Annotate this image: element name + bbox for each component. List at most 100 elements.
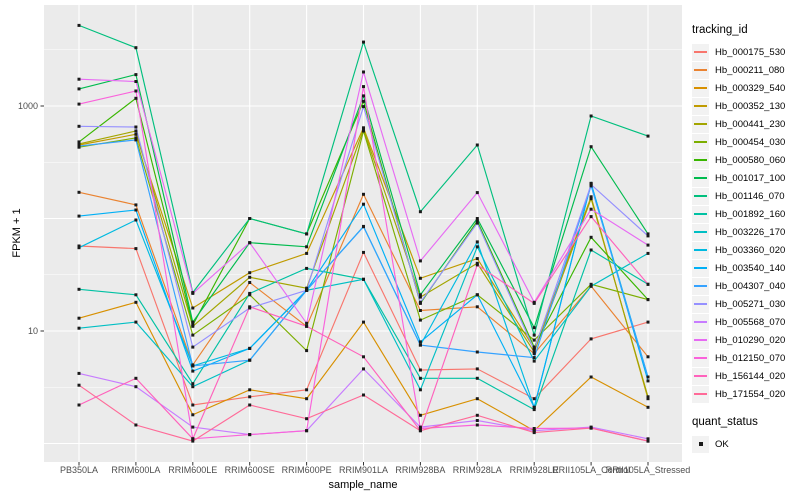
data-point <box>134 423 138 427</box>
data-point <box>532 405 536 409</box>
legend-label: Hb_000454_030 <box>715 136 786 148</box>
data-point <box>475 423 479 427</box>
data-point <box>418 427 422 430</box>
data-point <box>589 284 593 288</box>
legend-line-sample <box>694 393 707 395</box>
legend-line-sample <box>694 87 707 89</box>
data-point <box>191 425 195 429</box>
data-point <box>646 379 650 383</box>
data-point <box>134 80 138 83</box>
data-point <box>589 337 593 341</box>
data-point <box>191 439 195 443</box>
legend-entry: Hb_003540_140 <box>692 259 800 277</box>
data-point <box>646 282 650 286</box>
data-point <box>475 221 479 225</box>
data-point <box>134 132 138 136</box>
data-point <box>191 333 195 337</box>
data-point <box>362 129 365 133</box>
data-point <box>248 433 252 437</box>
data-point <box>134 247 138 251</box>
data-point <box>191 364 195 368</box>
data-point <box>305 232 309 236</box>
data-point <box>475 419 479 422</box>
legend-items: Hb_000175_530 Hb_000211_080 Hb_000329_540 H… <box>692 43 800 403</box>
data-point <box>589 114 593 118</box>
legend-label: Hb_012150_070 <box>715 352 786 364</box>
data-point <box>418 259 422 263</box>
quant-status-label: OK <box>715 438 729 450</box>
legend-key-swatch <box>692 313 709 331</box>
quant-status-items: OK <box>692 435 800 453</box>
legend-label: Hb_001017_100 <box>715 172 786 184</box>
data-point <box>134 138 138 142</box>
legend-line-sample <box>694 375 707 377</box>
legend-title: tracking_id <box>692 24 748 36</box>
data-point <box>418 343 422 347</box>
legend-key-swatch <box>692 169 709 187</box>
data-point <box>362 202 365 206</box>
legend-entry: Hb_001892_160 <box>692 205 800 223</box>
x-tick-label: RRIM928LE <box>509 465 559 475</box>
legend-key-swatch <box>692 115 709 133</box>
data-point <box>589 282 593 286</box>
data-point <box>532 348 536 352</box>
data-point <box>418 295 422 299</box>
legend-key-swatch <box>692 385 709 403</box>
data-point <box>305 429 309 433</box>
legend-label: Hb_000352_130 <box>715 100 786 112</box>
data-point <box>532 397 536 401</box>
data-point <box>475 217 479 220</box>
data-point <box>77 87 81 91</box>
legend: tracking_id Hb_000175_530 Hb_000211_080 Hb… <box>692 24 800 453</box>
legend-key-swatch <box>692 133 709 151</box>
legend-line-sample <box>694 231 707 233</box>
data-point <box>305 417 309 421</box>
legend-entry: Hb_000454_030 <box>692 133 800 151</box>
legend-line-sample <box>694 123 707 125</box>
data-point <box>191 413 195 417</box>
data-point <box>134 129 138 133</box>
data-point <box>362 393 365 397</box>
data-point <box>475 257 479 261</box>
data-point <box>646 243 650 247</box>
data-point <box>77 124 81 128</box>
data-point <box>475 367 479 371</box>
legend-key-swatch <box>692 61 709 79</box>
data-point <box>248 217 252 220</box>
data-point <box>362 225 365 229</box>
legend-label: Hb_000175_530 <box>715 46 786 58</box>
legend-entry: Hb_000441_230 <box>692 115 800 133</box>
data-point <box>362 105 365 109</box>
legend-key-swatch <box>692 43 709 61</box>
data-point <box>589 195 593 199</box>
data-point <box>532 356 536 360</box>
data-point <box>532 427 536 430</box>
legend-entry: Hb_004307_040 <box>692 277 800 295</box>
legend-line-sample <box>694 213 707 215</box>
data-point <box>77 403 81 407</box>
legend-entry: Hb_005568_070 <box>692 313 800 331</box>
legend-entry: Hb_003360_020 <box>692 241 800 259</box>
data-point <box>646 234 650 238</box>
data-point <box>532 326 536 330</box>
data-point <box>532 345 536 349</box>
data-point <box>77 371 81 375</box>
legend-line-sample <box>694 321 707 323</box>
data-point <box>475 191 479 195</box>
data-point <box>248 403 252 407</box>
data-point <box>589 197 593 201</box>
data-point <box>362 99 365 103</box>
legend-key-swatch <box>692 205 709 223</box>
quant-status-title: quant_status <box>692 416 758 428</box>
data-point <box>191 291 195 295</box>
data-point <box>248 346 252 350</box>
data-point <box>532 333 536 337</box>
data-point <box>77 246 81 250</box>
data-point <box>134 385 138 389</box>
data-point <box>475 350 479 354</box>
legend-entry: Hb_003226_170 <box>692 223 800 241</box>
data-point <box>305 245 309 249</box>
data-point <box>77 214 81 218</box>
data-point <box>77 77 81 81</box>
x-tick-label: RRIM928LA <box>452 465 502 475</box>
